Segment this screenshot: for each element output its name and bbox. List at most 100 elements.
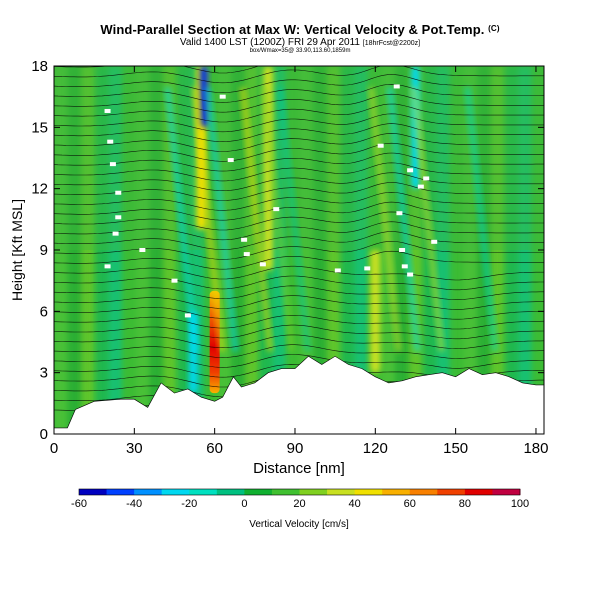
y-tick-label: 6 — [40, 303, 48, 320]
y-tick-label: 9 — [40, 242, 48, 259]
field-band — [54, 66, 69, 434]
y-tick-label: 0 — [40, 426, 48, 443]
field-band — [149, 66, 165, 434]
contour-label — [423, 176, 430, 181]
field-streak — [191, 86, 226, 352]
theta-contour — [54, 221, 544, 241]
colorbar-segment — [161, 489, 190, 495]
theta-contour — [54, 324, 544, 340]
field-band — [108, 66, 124, 434]
theta-contour — [54, 295, 544, 310]
colorbar-tick-label: -60 — [71, 498, 87, 510]
theta-contour — [54, 133, 544, 152]
field-band — [531, 66, 544, 434]
theta-contour — [54, 201, 544, 221]
contour-label — [241, 237, 248, 242]
axes: 0 30 60 90 120 150 180 0 3 6 9 12 15 18 — [31, 58, 548, 457]
chart-subtitle: Valid 1400 LST (1200Z) FRI 29 Apr 2011 [… — [179, 37, 421, 48]
contour-label — [115, 190, 122, 195]
x-tick-label: 30 — [126, 440, 143, 457]
contour-label — [399, 248, 406, 252]
x-axis-label: Distance [nm] — [253, 460, 345, 477]
chart-title: Wind-Parallel Section at Max W: Vertical… — [100, 22, 500, 37]
colorbar-tick-label: 100 — [511, 498, 529, 510]
colorbar-segment — [244, 489, 273, 495]
contour-labels — [104, 84, 438, 318]
theta-contour — [54, 123, 544, 143]
contour-label — [104, 264, 111, 269]
theta-contour — [54, 211, 544, 231]
colorbar-tick-label: 0 — [241, 498, 247, 510]
theta-contour — [54, 191, 544, 211]
colorbar-tick-label: 60 — [404, 498, 416, 510]
field-band — [94, 66, 110, 434]
colorbar-tick-label: -20 — [181, 498, 197, 510]
field-streak — [260, 86, 295, 352]
y-tick-label: 12 — [31, 181, 48, 198]
contour-label — [401, 264, 408, 269]
theta-contour — [54, 172, 544, 192]
contour-label — [139, 248, 146, 252]
title-unit: (C) — [488, 24, 500, 33]
colorbar-tick-label: 20 — [293, 498, 305, 510]
theta-contour — [54, 142, 544, 162]
theta-contour — [54, 231, 544, 250]
colorbar-segment — [327, 489, 356, 495]
colorbar-tick-label: -40 — [126, 498, 142, 510]
colorbar-segment — [464, 489, 493, 495]
field-streak — [164, 86, 199, 352]
field-band — [327, 66, 342, 434]
colorbar-tick-label: 40 — [349, 498, 361, 510]
theta-contour — [54, 103, 544, 123]
contour-label — [431, 239, 438, 244]
field-streak — [368, 86, 402, 352]
theta-contour — [54, 334, 544, 350]
theta-contour — [54, 93, 544, 113]
colorbar-segment — [271, 489, 300, 495]
contour-label — [115, 215, 122, 220]
contour-label — [243, 252, 250, 257]
contour-label — [273, 207, 280, 212]
colorbar-segment — [437, 489, 466, 495]
colorbar-segment — [299, 489, 328, 495]
y-tick-label: 18 — [31, 58, 48, 75]
theta-contour — [54, 241, 544, 260]
contour-label — [364, 266, 371, 271]
theta-contour — [54, 162, 544, 182]
contour-label — [107, 139, 114, 144]
colorbar-frame — [78, 488, 521, 496]
contour-label — [104, 108, 111, 113]
theta-contour — [54, 66, 544, 84]
contour-label — [407, 272, 414, 277]
theta-contour — [54, 250, 544, 270]
theta-contour — [54, 113, 544, 133]
colorbar-segment — [354, 489, 383, 495]
forecast-label: [18hrFcst@2200z] — [362, 40, 421, 47]
field-streak — [410, 86, 445, 352]
field-band — [299, 66, 315, 434]
contour-label — [377, 143, 384, 148]
contour-label — [219, 94, 226, 99]
theta-contour — [54, 305, 544, 320]
y-axis-label: Height [Kft MSL] — [9, 199, 25, 301]
updraft-core — [370, 250, 381, 373]
colorbar-segment — [106, 489, 135, 495]
colorbar: -60 -40 -20 0 20 40 60 80 100 — [71, 488, 529, 510]
field-streak — [204, 86, 239, 352]
y-tick-label: 3 — [40, 365, 48, 382]
field-band — [54, 66, 544, 250]
contour-label — [259, 262, 266, 267]
theta-contour — [54, 344, 544, 359]
colorbar-segment — [382, 489, 411, 495]
field-streak — [277, 86, 311, 352]
field-band — [518, 66, 533, 434]
field-band — [354, 66, 370, 434]
x-tick-label: 60 — [206, 440, 223, 457]
contour-label — [112, 231, 119, 236]
colorbar-segment — [492, 489, 521, 495]
theta-contour — [54, 152, 544, 172]
x-tick-label: 150 — [443, 440, 468, 457]
theta-contour — [54, 182, 544, 201]
theta-contour — [54, 265, 544, 281]
